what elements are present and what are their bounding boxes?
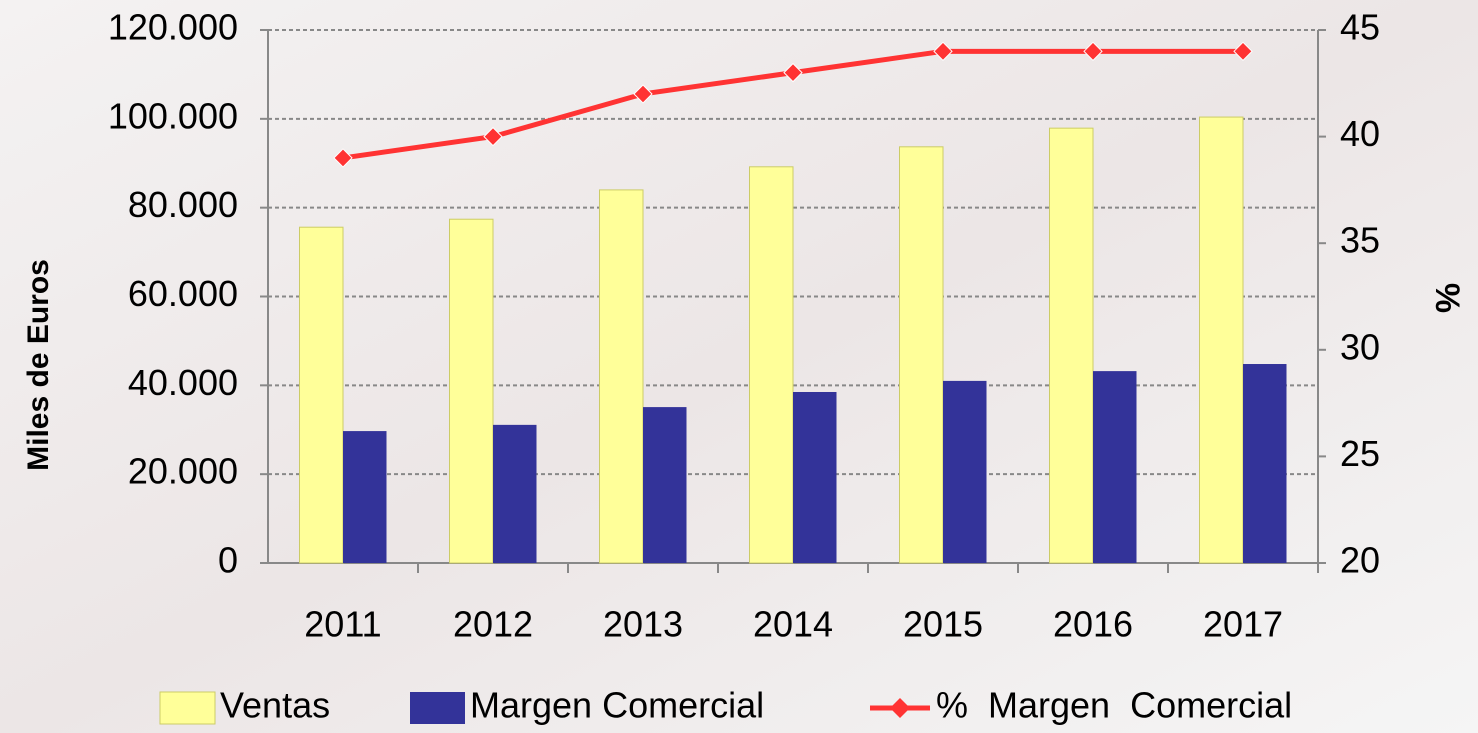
y2-axis-title: % (1428, 283, 1466, 313)
y2-tick-label: 30 (1340, 326, 1380, 367)
bar (300, 227, 344, 563)
x-tick-label: 2014 (753, 604, 833, 645)
bar (643, 407, 687, 563)
x-tick-label: 2017 (1203, 604, 1283, 645)
chart: Miles de Euros % 0 20.000 40.000 60.000 80.0… (0, 0, 1478, 733)
y-tick-label: 120.000 (108, 7, 238, 48)
bar (1200, 117, 1244, 563)
x-tick-label: 2013 (603, 604, 683, 645)
y-tick-label: 60.000 (128, 273, 238, 314)
y-axis-title: Miles de Euros (22, 259, 55, 471)
bar (1050, 128, 1094, 563)
y-tick-label: 40.000 (128, 362, 238, 403)
x-tick-label: 2015 (903, 604, 983, 645)
legend-label: % Margen Comercial (936, 685, 1292, 726)
x-tick-label: 2012 (453, 604, 533, 645)
bar (900, 147, 944, 563)
x-tick-label: 2016 (1053, 604, 1133, 645)
y2-tick-label: 45 (1340, 7, 1380, 48)
bar (343, 431, 387, 563)
bar (450, 219, 494, 563)
y-tick-label: 80.000 (128, 184, 238, 225)
y2-tick-label: 20 (1340, 540, 1380, 581)
y-tick-label: 20.000 (128, 451, 238, 492)
legend-swatch (410, 692, 465, 724)
y-tick-label: 100.000 (108, 95, 238, 136)
bar (793, 392, 837, 563)
y-tick-label: 0 (218, 540, 238, 581)
bar (493, 425, 537, 563)
bar (1243, 364, 1287, 563)
legend-label: Ventas (220, 685, 330, 726)
bar (750, 167, 794, 563)
y2-tick-label: 35 (1340, 220, 1380, 261)
page: Miles de Euros % 0 20.000 40.000 60.000 80.0… (0, 0, 1478, 733)
legend-label: Margen Comercial (470, 685, 764, 726)
bar (1093, 371, 1137, 563)
legend-swatch (160, 692, 215, 724)
y2-tick-label: 25 (1340, 433, 1380, 474)
y2-tick-label: 40 (1340, 113, 1380, 154)
bar (600, 190, 644, 563)
bar (943, 381, 987, 563)
x-tick-label: 2011 (304, 604, 381, 645)
